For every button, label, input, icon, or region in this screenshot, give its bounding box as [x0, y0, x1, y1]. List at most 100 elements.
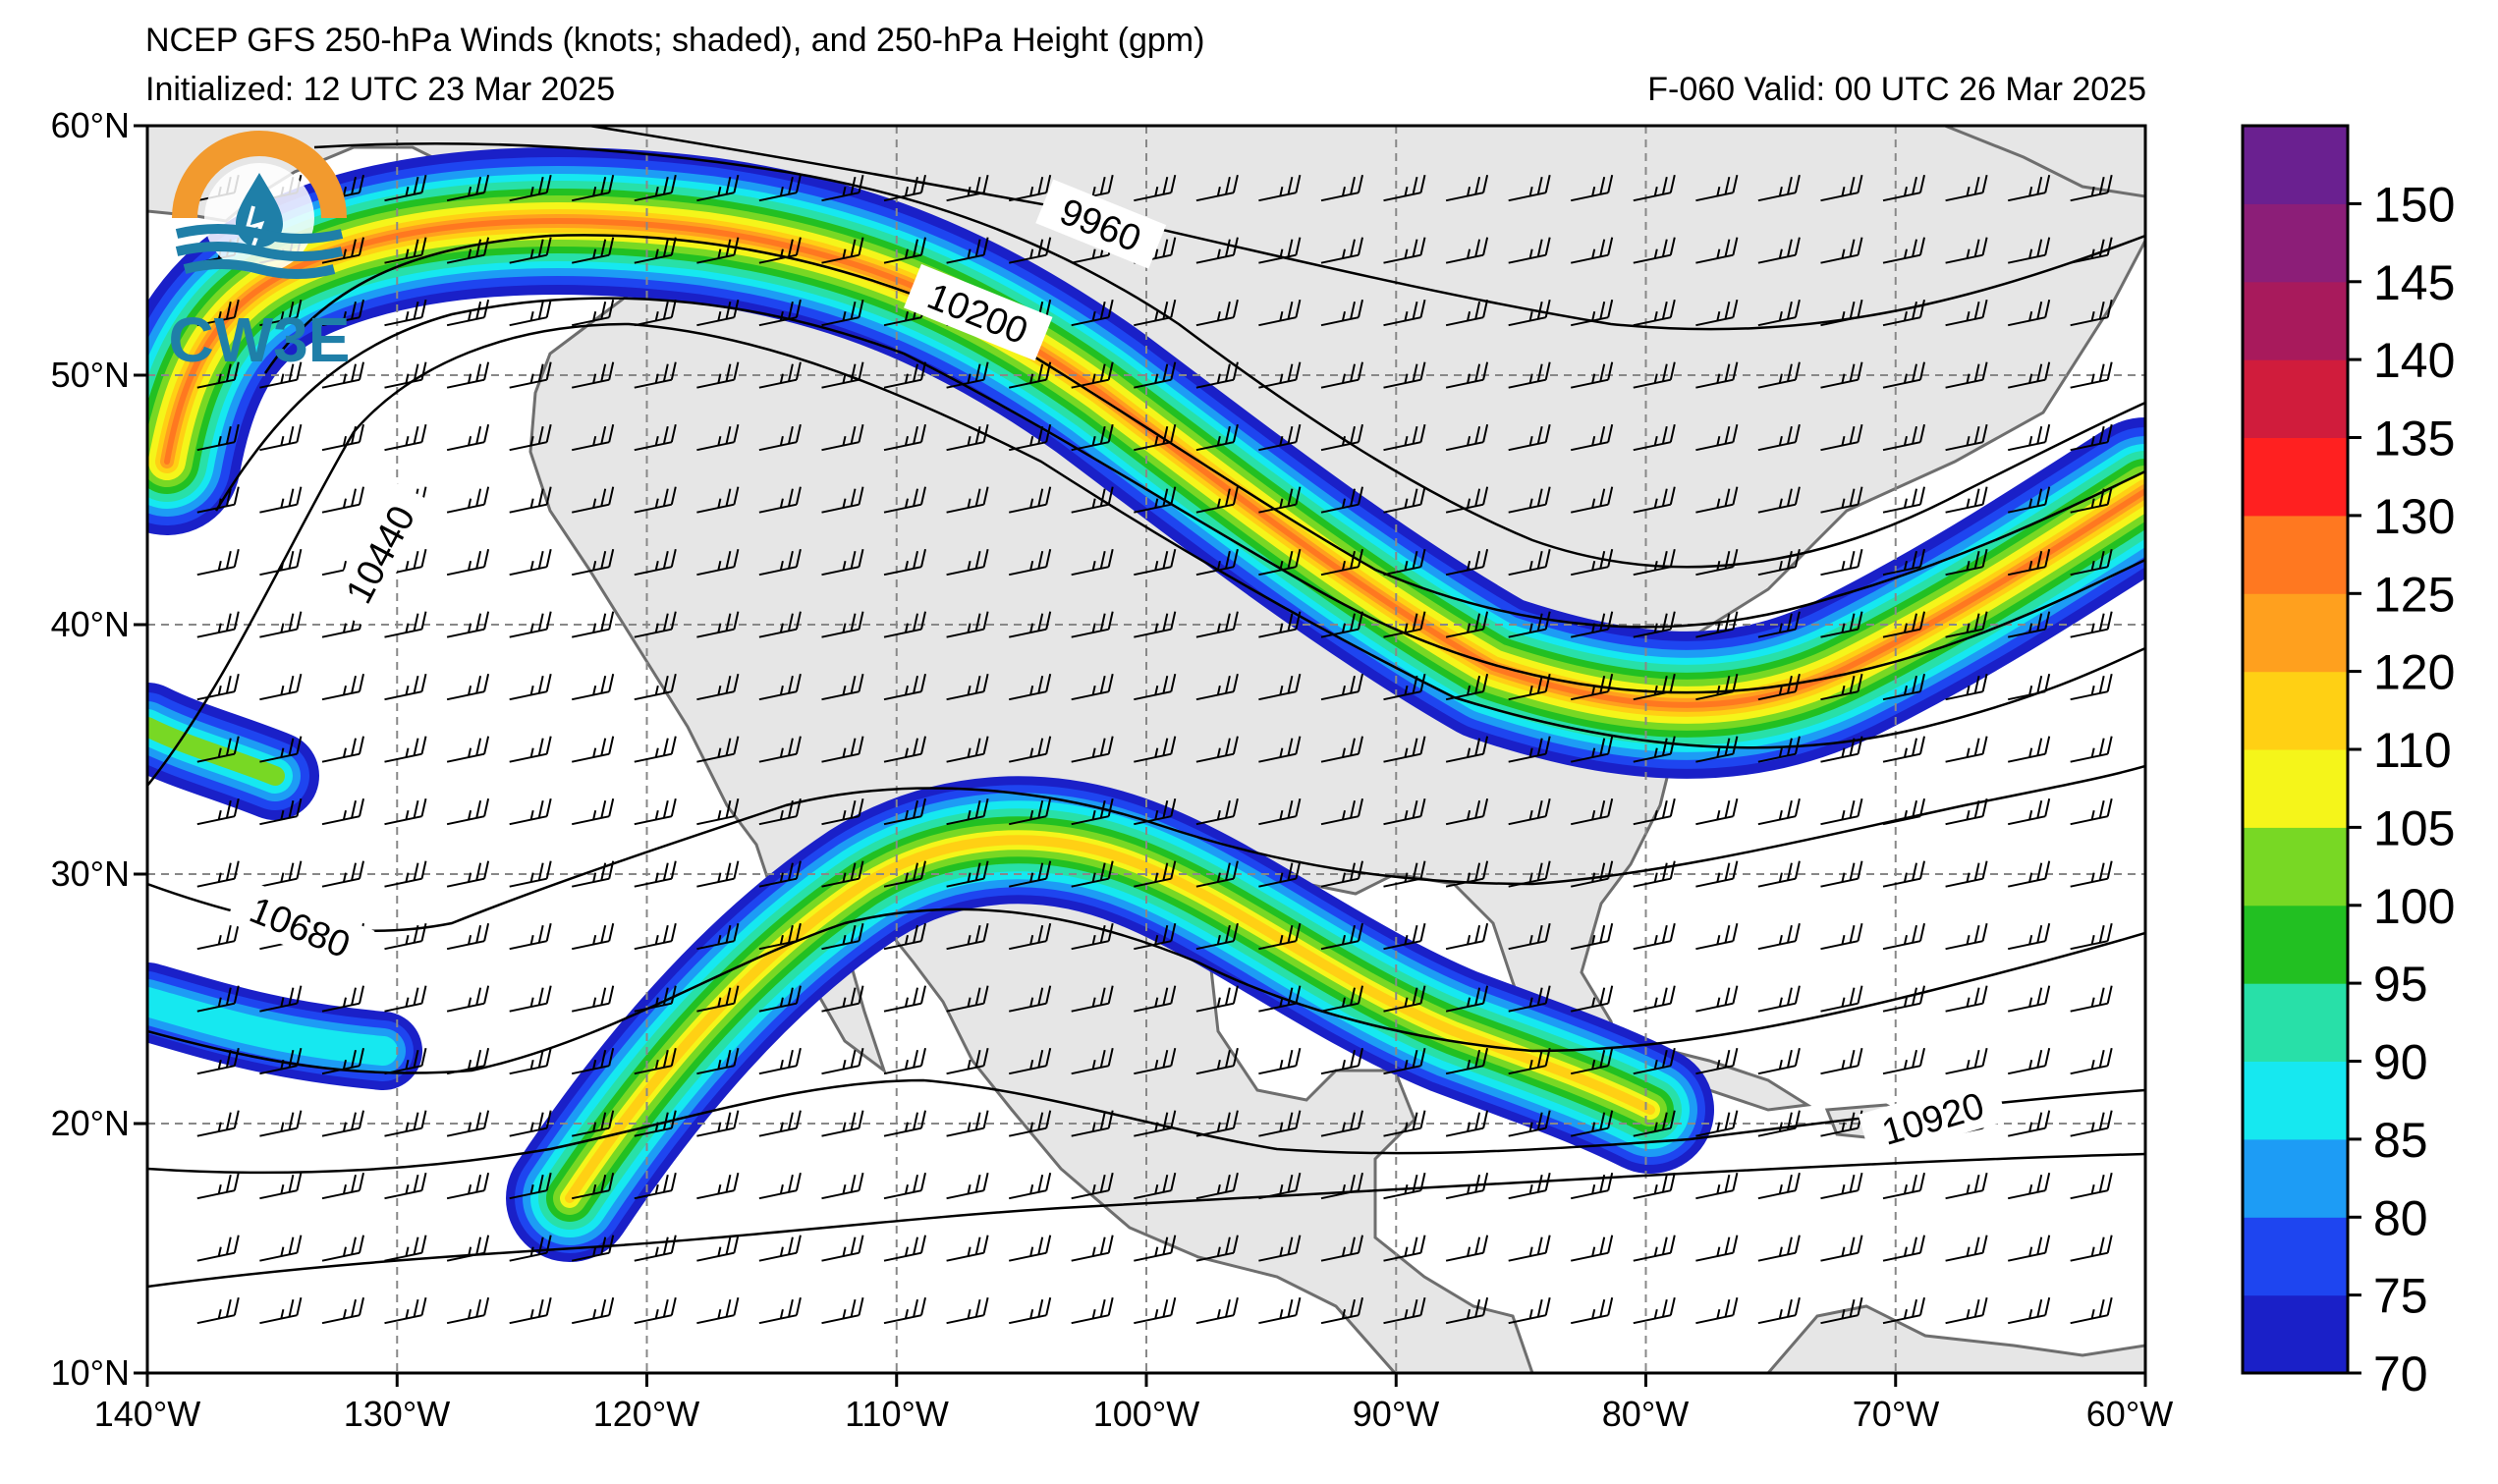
wind-barb [2007, 361, 2051, 389]
height-contour [147, 907, 2145, 1074]
wind-barb [321, 860, 364, 888]
lat-label-30n: 30°N [51, 853, 130, 894]
wind-barb [946, 922, 989, 951]
wind-barb [1383, 985, 1426, 1013]
wind-barb [1008, 860, 1052, 888]
wind-barb [1071, 1172, 1114, 1200]
wind-barb [696, 922, 740, 951]
wind-barb [259, 611, 303, 638]
wind-barb [1757, 361, 1801, 389]
wind-barb [946, 1172, 989, 1200]
wind-barb [1570, 299, 1614, 327]
wind-barb [1195, 423, 1239, 452]
wind-barb [2070, 860, 2113, 888]
wind-barb [696, 673, 740, 701]
wind-barb [1258, 797, 1302, 826]
wind-barb [1633, 797, 1676, 826]
wind-barb [1695, 922, 1739, 951]
colorbar-segment [2243, 515, 2348, 594]
wind-barb [259, 797, 303, 826]
wind-barb [1008, 1047, 1052, 1075]
wind-barb [509, 860, 552, 888]
wind-barb [1383, 736, 1426, 763]
wind-barb [696, 486, 740, 514]
wind-barb [1071, 299, 1114, 327]
height-contours [147, 126, 2145, 1289]
wind-barb [1134, 1047, 1177, 1075]
wind-barb [446, 736, 490, 763]
wind-barb [1882, 797, 1925, 826]
wind-barb [1195, 486, 1239, 514]
wind-barb [259, 548, 303, 577]
lon-label-70w: 70°W [1853, 1394, 1939, 1434]
wind-barb [1383, 299, 1426, 327]
wind-barb [446, 174, 490, 202]
wind-barb [1695, 486, 1739, 514]
wind-barb [1008, 1235, 1052, 1262]
wind-barb [1445, 985, 1489, 1013]
wind-barb [946, 736, 989, 763]
wind-barb [1258, 985, 1302, 1013]
wind-barb [821, 361, 864, 389]
wind-barb [1945, 1235, 1988, 1262]
wind-barb [196, 736, 240, 763]
wind-barb [1820, 423, 1863, 452]
wind-barb [1508, 361, 1551, 389]
wind-barb [1945, 486, 1988, 514]
wind-barb [1383, 1110, 1426, 1137]
wind-barb [446, 237, 490, 264]
wind-barb [1633, 860, 1676, 888]
wind-barb [321, 797, 364, 826]
wind-barb [321, 673, 364, 701]
wind-barb [1633, 486, 1676, 514]
wind-barb [1383, 1047, 1426, 1075]
wind-barb [821, 1296, 864, 1325]
height-contour [147, 1152, 2145, 1289]
lon-label-120w: 120°W [593, 1394, 699, 1434]
wind-barb [321, 299, 364, 327]
wind-barb [1383, 1296, 1426, 1325]
wind-barb [2070, 922, 2113, 951]
contour-labels: 9960 10200 10440 10680 10920 [226, 179, 2008, 1160]
wind-barb [696, 1172, 740, 1200]
wind-barb [2070, 1296, 2113, 1325]
wind-barb [2007, 1235, 2051, 1262]
wind-barb [883, 174, 926, 202]
wind-barb [321, 237, 364, 264]
wind-barb [509, 611, 552, 638]
wind-barb [1695, 1296, 1739, 1325]
wind-barb [1071, 1235, 1114, 1262]
wind-barb [1320, 797, 1363, 826]
wind-barb [1134, 299, 1177, 327]
wind-barb [2070, 611, 2113, 638]
wind-barb [821, 860, 864, 888]
wind-barb [1195, 299, 1239, 327]
colorbar-label: 150 [2373, 177, 2455, 232]
wind-barb [2070, 548, 2113, 577]
wind-barb [1258, 299, 1302, 327]
wind-barb [1445, 1172, 1489, 1200]
wind-barb [1320, 174, 1363, 202]
wind-barb [946, 797, 989, 826]
wind-barb [446, 1047, 490, 1075]
wind-barb [1945, 299, 1988, 327]
wind-barb [2007, 486, 2051, 514]
wind-barb [571, 237, 615, 264]
wind-barb [259, 860, 303, 888]
lon-label-90w: 90°W [1353, 1394, 1439, 1434]
map-content: 9960 10200 10440 10680 10920 [147, 126, 2145, 1373]
wind-barb [446, 1235, 490, 1262]
wind-barb [259, 736, 303, 763]
wind-barb [259, 361, 303, 389]
wind-barb [1508, 1172, 1551, 1200]
colorbar-label: 90 [2373, 1035, 2428, 1090]
wind-barb [1633, 361, 1676, 389]
wind-barb [1570, 611, 1614, 638]
wind-barb [2070, 361, 2113, 389]
wind-barb [1508, 423, 1551, 452]
wind-barb [883, 673, 926, 701]
wind-barb [634, 1047, 677, 1075]
colorbar-label: 75 [2373, 1269, 2428, 1324]
wind-barb [2007, 1172, 2051, 1200]
wind-barb [821, 237, 864, 264]
